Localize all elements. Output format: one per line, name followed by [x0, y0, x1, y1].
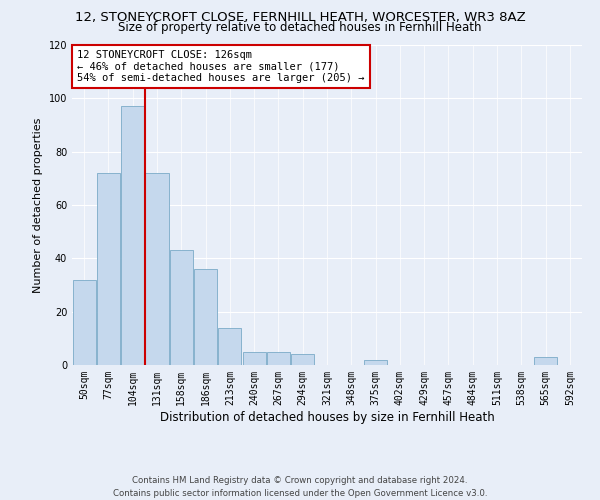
Bar	[73, 280, 95, 365]
Bar	[145, 173, 169, 365]
Bar	[267, 352, 290, 365]
Text: Size of property relative to detached houses in Fernhill Heath: Size of property relative to detached ho…	[118, 21, 482, 34]
Bar	[121, 106, 144, 365]
Bar	[194, 269, 217, 365]
Bar	[291, 354, 314, 365]
Bar	[218, 328, 241, 365]
Y-axis label: Number of detached properties: Number of detached properties	[33, 118, 43, 292]
Bar	[242, 352, 266, 365]
Bar	[170, 250, 193, 365]
Text: Contains HM Land Registry data © Crown copyright and database right 2024.
Contai: Contains HM Land Registry data © Crown c…	[113, 476, 487, 498]
Bar	[534, 357, 557, 365]
Text: 12 STONEYCROFT CLOSE: 126sqm
← 46% of detached houses are smaller (177)
54% of s: 12 STONEYCROFT CLOSE: 126sqm ← 46% of de…	[77, 50, 365, 83]
X-axis label: Distribution of detached houses by size in Fernhill Heath: Distribution of detached houses by size …	[160, 410, 494, 424]
Text: 12, STONEYCROFT CLOSE, FERNHILL HEATH, WORCESTER, WR3 8AZ: 12, STONEYCROFT CLOSE, FERNHILL HEATH, W…	[74, 11, 526, 24]
Bar	[364, 360, 387, 365]
Bar	[97, 173, 120, 365]
